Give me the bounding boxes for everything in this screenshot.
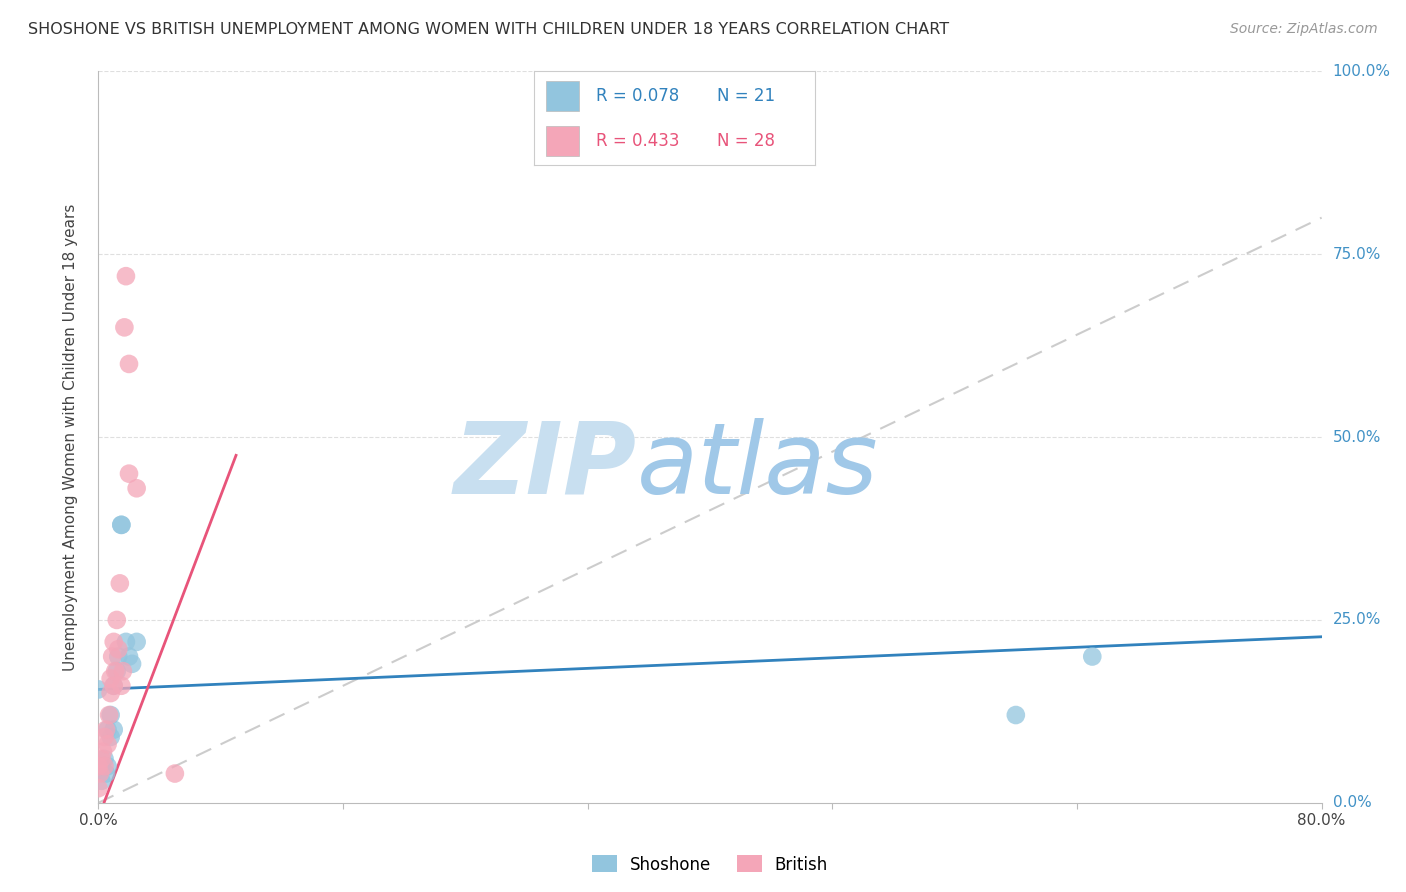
Point [97,737,120,751]
Point [118,357,141,371]
Point [87,682,110,697]
Point [103,679,125,693]
Point [107,642,129,657]
Text: SHOSHONE VS BRITISH UNEMPLOYMENT AMONG WOMEN WITH CHILDREN UNDER 18 YEARS CORREL: SHOSHONE VS BRITISH UNEMPLOYMENT AMONG W… [28,22,949,37]
Point [105,613,128,627]
Point [110,679,132,693]
Text: ZIP: ZIP [454,417,637,515]
Text: N = 21: N = 21 [717,87,775,104]
Point [100,672,122,686]
Text: 100.0%: 100.0% [1333,64,1391,78]
Point [93,752,115,766]
Point [121,657,143,671]
Point [125,481,148,495]
Point [112,320,135,334]
Point [91,745,114,759]
Point [87,781,110,796]
Point [1081,649,1104,664]
Text: 0.0%: 0.0% [1333,796,1371,810]
Point [118,649,141,664]
Point [125,635,148,649]
Point [103,679,125,693]
Point [87,759,110,773]
Point [90,759,112,773]
Text: R = 0.433: R = 0.433 [596,132,679,150]
Text: N = 28: N = 28 [717,132,775,150]
Point [98,708,121,723]
Point [107,649,129,664]
Point [225,810,247,824]
Point [94,723,117,737]
Point [1004,708,1026,723]
Point [97,723,120,737]
Point [100,686,122,700]
Point [103,723,125,737]
Text: Source: ZipAtlas.com: Source: ZipAtlas.com [1230,22,1378,37]
Point [104,664,127,678]
Y-axis label: Unemployment Among Women with Children Under 18 years: Unemployment Among Women with Children U… [63,203,77,671]
Point [115,635,138,649]
Point [97,759,120,773]
Point [111,664,134,678]
Point [108,576,131,591]
Point [101,649,124,664]
Point [103,635,125,649]
Text: atlas: atlas [637,417,879,515]
Text: R = 0.078: R = 0.078 [596,87,679,104]
FancyBboxPatch shape [546,81,579,111]
Text: 25.0%: 25.0% [1333,613,1381,627]
Point [163,766,186,780]
Point [110,517,132,532]
Point [93,759,115,773]
Point [118,467,141,481]
Point [93,730,115,744]
Point [90,752,112,766]
FancyBboxPatch shape [546,126,579,156]
Point [100,730,122,744]
Point [89,766,111,780]
Text: 50.0%: 50.0% [1333,430,1381,444]
Text: 75.0%: 75.0% [1333,247,1381,261]
Point [115,269,138,284]
Point [105,664,128,678]
Point [100,708,122,723]
Point [94,766,117,780]
Legend: Shoshone, British: Shoshone, British [586,850,834,879]
Point [90,773,112,788]
Point [110,517,132,532]
